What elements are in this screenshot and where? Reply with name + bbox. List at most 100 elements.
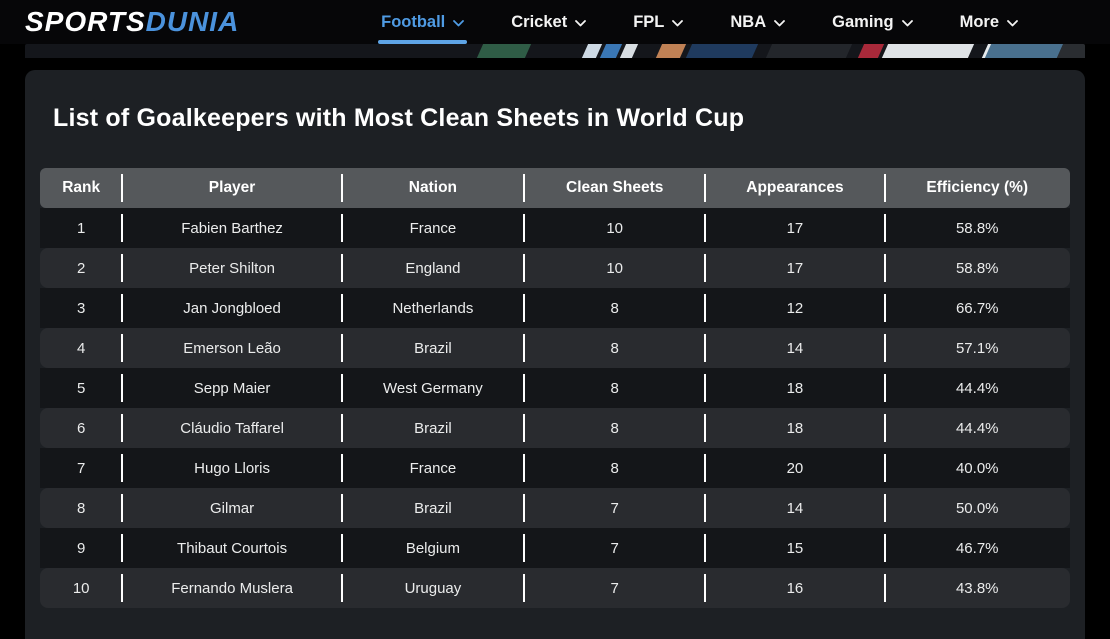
table-cell: 12: [705, 288, 886, 328]
header-cell: Clean Sheets: [524, 168, 707, 208]
table-cell: Brazil: [342, 408, 526, 448]
chevron-down-icon: [1007, 19, 1018, 26]
table-cell: Cláudio Taffarel: [122, 408, 344, 448]
table-cell: 58.8%: [955, 219, 999, 237]
nav-item-fpl[interactable]: FPL: [633, 0, 684, 44]
nav-item-nba[interactable]: NBA: [730, 0, 786, 44]
table-row: 4 Emerson Leão Brazil 8 14 57.1%: [40, 328, 1070, 368]
table-cell: Brazil: [342, 488, 526, 528]
banner-fragment: [980, 44, 1065, 58]
table-cell: 14: [705, 328, 886, 368]
table-cell: 8: [524, 408, 707, 448]
table-cell: 7: [524, 488, 707, 528]
table-row: 2 Peter Shilton England 10 17 58.8%: [40, 248, 1070, 288]
table-cell: Gilmar: [122, 488, 344, 528]
table-cell: 8: [524, 288, 707, 328]
nav-item-label: FPL: [633, 12, 665, 31]
table-cell: 17: [705, 248, 886, 288]
nav-item-cricket[interactable]: Cricket: [511, 0, 587, 44]
nav-menu: Football Cricket FPL NBA Gaming More: [378, 0, 1018, 44]
content-card: List of Goalkeepers with Most Clean Shee…: [25, 70, 1085, 639]
table-cell: 57.1%: [955, 339, 999, 357]
table-cell: 10: [524, 248, 707, 288]
table-cell: Hugo Lloris: [122, 448, 344, 488]
table-cell: Emerson Leão: [122, 328, 344, 368]
header-cell: Player: [122, 168, 344, 208]
chevron-down-icon: [672, 19, 684, 26]
table-cell: Thibaut Courtois: [122, 528, 344, 568]
table-cell: 2: [40, 248, 124, 288]
table-row: 7 Hugo Lloris France 8 20 40.0%: [40, 448, 1070, 488]
table-cell: 1: [40, 208, 124, 248]
table-cell: Sepp Maier: [122, 368, 344, 408]
table-cell: West Germany: [342, 368, 526, 408]
table-body: 1 Fabien Barthez France 10 17 58.8% 2 Peter Shi…: [40, 208, 1070, 608]
table-cell: 43.8%: [955, 579, 999, 597]
logo-text-dunia: DUNIA: [145, 6, 240, 37]
nav-item-label: Gaming: [832, 12, 894, 31]
table-row: 6 Cláudio Taffarel Brazil 8 18 44.4%: [40, 408, 1070, 448]
table-cell: 44.4%: [955, 419, 999, 437]
table-cell: 8: [524, 328, 707, 368]
table-row: 3 Jan Jongbloed Netherlands 8 12 66.7%: [40, 288, 1070, 328]
table-cell: 18: [705, 408, 886, 448]
nav-item-gaming[interactable]: Gaming: [832, 0, 913, 44]
table-cell: 10: [40, 568, 124, 608]
table-cell: England: [342, 248, 526, 288]
table-cell: Netherlands: [342, 288, 526, 328]
table-cell: 9: [40, 528, 124, 568]
table-cell: 40.0%: [955, 459, 999, 477]
chevron-down-icon: [774, 19, 786, 26]
table-cell: France: [342, 208, 526, 248]
table-row: 5 Sepp Maier West Germany 8 18 44.4%: [40, 368, 1070, 408]
table-cell: 46.7%: [955, 539, 999, 557]
banner-fragment: [880, 44, 976, 58]
table-cell: France: [342, 448, 526, 488]
table-cell: 4: [40, 328, 124, 368]
banner-image-strip: [25, 44, 1085, 58]
table-cell: 20: [705, 448, 886, 488]
header-cell: Rank: [40, 168, 124, 208]
top-nav: SPORTSDUNIA Football Cricket FPL NBA Gam…: [0, 0, 1110, 44]
table-row: 1 Fabien Barthez France 10 17 58.8%: [40, 208, 1070, 248]
table-cell: 58.8%: [955, 259, 999, 277]
logo-text-sports: SPORTS: [25, 6, 146, 37]
nav-item-label: Cricket: [511, 12, 568, 31]
table-cell: 17: [705, 208, 886, 248]
banner-fragment: [684, 44, 760, 58]
table-cell: 8: [40, 488, 124, 528]
nav-item-football[interactable]: Football: [378, 0, 468, 44]
goalkeepers-table: Rank Player Nation Clean Sheets Appearances E…: [40, 168, 1070, 608]
banner-fragment: [618, 44, 640, 58]
table-cell: 66.7%: [955, 299, 999, 317]
table-cell: 15: [705, 528, 886, 568]
table-cell: 8: [524, 368, 707, 408]
table-cell: 44.4%: [955, 379, 999, 397]
table-cell: 14: [705, 488, 886, 528]
nav-item-label: Football: [381, 12, 446, 31]
banner-fragment: [654, 44, 688, 58]
table-cell: Peter Shilton: [122, 248, 344, 288]
table-cell: 7: [40, 448, 124, 488]
table-cell: Belgium: [342, 528, 526, 568]
banner-fragment: [764, 44, 854, 58]
nav-item-more[interactable]: More: [960, 0, 1018, 44]
table-cell: 6: [40, 408, 124, 448]
site-logo[interactable]: SPORTSDUNIA: [25, 6, 239, 38]
header-cell: Nation: [342, 168, 526, 208]
nav-item-label: NBA: [730, 12, 767, 31]
table-cell: Jan Jongbloed: [122, 288, 344, 328]
chevron-down-icon: [901, 19, 913, 26]
table-header-row: Rank Player Nation Clean Sheets Appearances E…: [40, 168, 1070, 208]
table-cell: 16: [705, 568, 886, 608]
active-tab-underline: [378, 40, 468, 44]
table-row: 8 Gilmar Brazil 7 14 50.0%: [40, 488, 1070, 528]
nav-item-label: More: [959, 12, 999, 31]
table-cell: 50.0%: [955, 499, 999, 517]
header-cell: Appearances: [705, 168, 886, 208]
page-title: List of Goalkeepers with Most Clean Shee…: [53, 104, 745, 132]
table-cell: 8: [524, 448, 707, 488]
table-row: 10 Fernando Muslera Uruguay 7 16 43.8%: [40, 568, 1070, 608]
table-row: 9 Thibaut Courtois Belgium 7 15 46.7%: [40, 528, 1070, 568]
table-cell: 7: [524, 528, 707, 568]
